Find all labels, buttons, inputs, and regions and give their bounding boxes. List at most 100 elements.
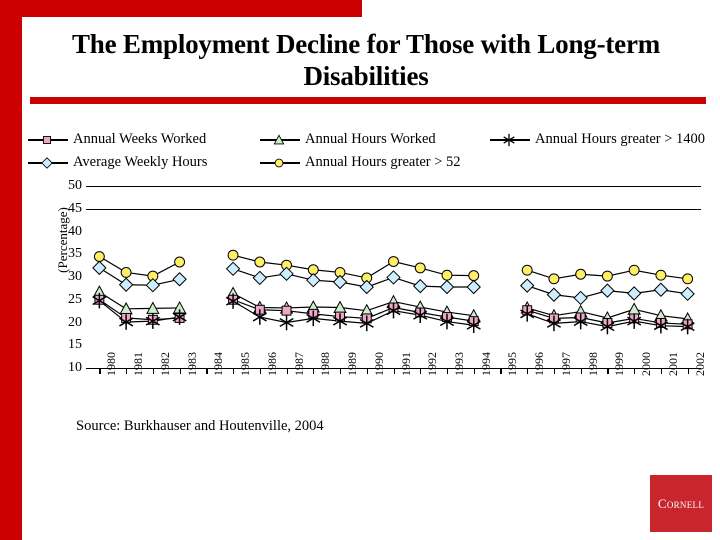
data-point-diamond bbox=[546, 287, 562, 302]
triangle-marker-icon bbox=[260, 132, 300, 148]
x-tick-label: 2001 bbox=[665, 352, 680, 376]
x-tick-mark bbox=[152, 368, 155, 374]
cornell-logo-text: Cornell bbox=[657, 495, 705, 511]
data-point-diamond bbox=[600, 283, 615, 298]
x-tick-mark bbox=[313, 368, 315, 374]
data-point-star bbox=[439, 313, 455, 330]
x-tick-mark bbox=[126, 368, 128, 374]
x-tick-mark bbox=[446, 368, 449, 374]
x-tick-label: 1988 bbox=[318, 352, 333, 376]
data-point-diamond bbox=[145, 277, 161, 293]
data-point-star bbox=[225, 293, 241, 309]
x-tick-mark bbox=[527, 368, 529, 374]
data-point-diamond bbox=[386, 270, 401, 285]
left-accent-bar bbox=[0, 0, 22, 540]
data-point-diamond bbox=[306, 272, 321, 288]
legend-item-label: Annual Hours greater > 1400 bbox=[535, 131, 706, 147]
y-tick-label: 50 bbox=[68, 178, 82, 193]
data-point-circle bbox=[414, 262, 426, 274]
chart-area: (Percentage) 10 15 20 25 30 35 40 45 50 1980 1981… bbox=[28, 178, 708, 410]
data-point-star bbox=[573, 313, 588, 330]
data-point-diamond bbox=[519, 278, 535, 293]
legend-item-circle[interactable]: Annual Hours greater > 52 bbox=[260, 154, 461, 171]
data-point-star bbox=[600, 318, 615, 335]
x-tick-mark bbox=[286, 368, 288, 374]
data-point-star bbox=[306, 310, 321, 327]
data-point-star bbox=[413, 307, 428, 323]
x-tick-mark bbox=[420, 368, 422, 374]
data-point-star bbox=[252, 309, 267, 325]
data-point-star bbox=[680, 318, 695, 335]
cornell-logo: Cornell bbox=[650, 475, 712, 532]
y-tick-label: 40 bbox=[68, 223, 82, 239]
legend-item-label: Annual Weeks Worked bbox=[73, 131, 207, 147]
data-point-star bbox=[279, 314, 294, 331]
x-tick-label: 1995 bbox=[505, 352, 520, 376]
chart-legend: Annual Weeks Worked Annual Hours Worked An… bbox=[28, 131, 720, 177]
data-point-circle bbox=[655, 269, 667, 281]
page-title: The Employment Decline for Those with Lo… bbox=[71, 29, 661, 91]
data-point-star bbox=[546, 315, 562, 332]
x-tick-label: 1980 bbox=[104, 352, 119, 376]
data-point-diamond bbox=[653, 282, 669, 297]
x-tick-label: 1986 bbox=[264, 352, 279, 376]
legend-item-star[interactable]: Annual Hours greater > 1400 bbox=[490, 131, 705, 148]
data-point-diamond bbox=[680, 286, 695, 302]
x-tick-label: 1993 bbox=[451, 352, 466, 376]
data-point-diamond bbox=[252, 270, 268, 286]
data-point-diamond bbox=[332, 274, 348, 290]
data-point-circle bbox=[601, 270, 613, 282]
x-tick-mark bbox=[553, 368, 556, 374]
legend-item-label: Average Weekly Hours bbox=[73, 154, 208, 170]
data-point-diamond bbox=[466, 279, 481, 295]
legend-item-square[interactable]: Annual Weeks Worked bbox=[28, 131, 206, 148]
y-axis-ticks: 10 15 20 25 30 35 40 45 50 bbox=[38, 178, 82, 375]
square-marker-icon bbox=[28, 132, 68, 148]
star-marker-icon bbox=[490, 132, 530, 148]
x-tick-mark bbox=[179, 368, 181, 374]
y-tick-label: 35 bbox=[68, 246, 82, 262]
series-canvas bbox=[92, 249, 695, 335]
x-tick-mark bbox=[366, 368, 368, 374]
data-point-circle bbox=[93, 251, 105, 262]
data-point-diamond bbox=[118, 277, 134, 292]
data-point-square bbox=[281, 305, 292, 316]
data-point-diamond bbox=[413, 278, 428, 294]
legend-item-diamond[interactable]: Average Weekly Hours bbox=[28, 154, 207, 171]
x-tick-label: 1992 bbox=[425, 352, 440, 376]
top-accent-bar bbox=[0, 0, 362, 17]
data-point-diamond bbox=[439, 279, 455, 295]
legend-item-triangle[interactable]: Annual Hours Worked bbox=[260, 131, 436, 148]
data-point-circle bbox=[254, 256, 266, 268]
data-point-circle bbox=[548, 273, 560, 285]
x-tick-label: 1985 bbox=[238, 352, 253, 376]
x-tick-label: 1984 bbox=[211, 352, 226, 376]
x-tick-mark bbox=[687, 368, 689, 374]
data-point-diamond bbox=[279, 266, 294, 282]
x-tick-mark bbox=[634, 368, 636, 374]
data-point-star bbox=[359, 315, 374, 332]
data-point-diamond bbox=[225, 261, 241, 277]
x-tick-mark bbox=[500, 368, 502, 374]
data-point-circle bbox=[575, 268, 587, 280]
x-tick-mark bbox=[580, 368, 582, 374]
x-tick-label: 1994 bbox=[478, 352, 493, 376]
data-point-triangle bbox=[627, 302, 641, 315]
data-point-star bbox=[466, 317, 481, 333]
data-point-diamond bbox=[172, 272, 187, 287]
gridline bbox=[86, 208, 701, 211]
data-point-diamond bbox=[573, 290, 588, 306]
data-point-circle bbox=[468, 270, 480, 282]
y-tick-label: 25 bbox=[68, 291, 82, 307]
x-tick-label: 1983 bbox=[184, 352, 199, 376]
x-tick-mark bbox=[206, 368, 208, 374]
x-tick-label: 1998 bbox=[585, 352, 600, 376]
x-tick-label: 1987 bbox=[291, 352, 306, 376]
x-tick-mark bbox=[340, 368, 342, 374]
gridline bbox=[86, 186, 701, 188]
x-tick-label: 1996 bbox=[532, 352, 547, 376]
plot-area bbox=[86, 186, 701, 370]
data-point-star bbox=[386, 302, 401, 319]
data-point-circle bbox=[227, 249, 239, 261]
